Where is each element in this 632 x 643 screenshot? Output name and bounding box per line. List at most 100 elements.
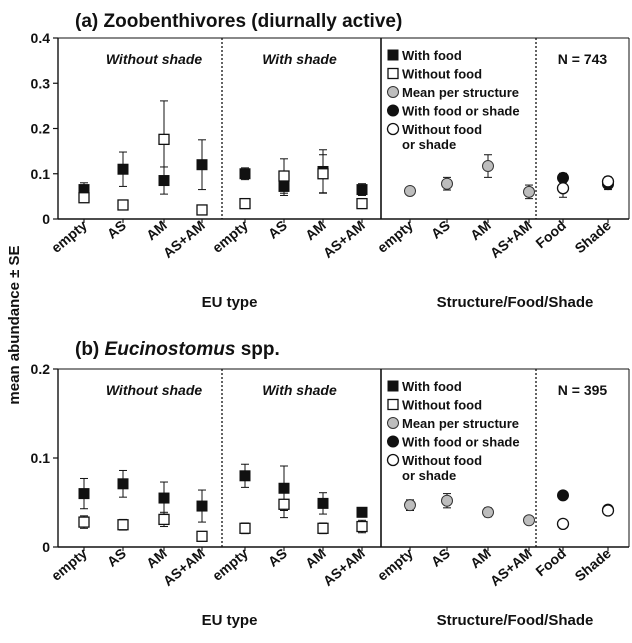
data-point [78, 488, 90, 500]
x-tick-label: AS+AM [320, 545, 368, 589]
legend-label: or shade [402, 137, 456, 152]
title-main: Zoobenthivores (diurnally active) [104, 11, 403, 32]
data-point [117, 199, 129, 211]
data-point [356, 197, 368, 210]
x-axis-label: Structure/Food/Shade [437, 612, 594, 629]
legend-marker [386, 122, 400, 136]
data-point [317, 497, 329, 509]
chart-title: (b) Eucinostomus spp. [75, 339, 280, 360]
x-tick-label: AS [104, 545, 129, 570]
legend-label: With food or shade [402, 435, 520, 450]
x-tick-label: AS [428, 545, 453, 570]
x-tick-label: AS+AM [487, 545, 535, 589]
title-prefix: (b) [75, 339, 105, 360]
x-tick-label: AS [428, 217, 453, 242]
x-tick-label: AS+AM [160, 217, 208, 261]
data-point [158, 513, 170, 526]
data-point [158, 133, 170, 146]
n-label: N = 743 [558, 51, 608, 67]
data-point [404, 499, 416, 512]
y-tick-label: 0.2 [31, 121, 51, 137]
x-tick-label: empty [374, 545, 416, 584]
data-point [482, 160, 494, 173]
x-axis-label: EU type [202, 612, 258, 629]
x-tick-label: AM [143, 217, 170, 243]
legend-marker [387, 86, 399, 98]
data-point [523, 185, 535, 198]
legend-label: or shade [402, 468, 456, 483]
x-axis-label: Structure/Food/Shade [437, 294, 594, 311]
legend-marker [386, 453, 400, 467]
x-tick-label: AM [143, 545, 170, 571]
data-point [239, 522, 251, 534]
legend-marker [387, 380, 399, 392]
legend-label: With food [402, 379, 462, 394]
x-tick-label: Shade [571, 545, 614, 584]
x-tick-label: empty [209, 217, 251, 256]
x-tick-label: empty [209, 545, 251, 584]
legend: With food Without food Mean per structure W… [386, 379, 520, 483]
legend: With food Without food Mean per structure W… [386, 48, 520, 152]
data-point [278, 170, 290, 182]
x-tick-label: empty [48, 217, 90, 256]
x-tick-label: AS+AM [160, 545, 208, 589]
data-point [356, 184, 368, 196]
data-point [556, 182, 570, 195]
x-tick-label: AS+AM [320, 217, 368, 261]
x-tick-label: Shade [571, 217, 614, 256]
legend-marker [387, 398, 399, 411]
data-point [117, 519, 129, 531]
data-point [196, 159, 208, 171]
section-label: With shade [262, 51, 337, 67]
legend-label: With food or shade [402, 104, 520, 119]
data-point [523, 514, 535, 527]
chart-title: (a) Zoobenthivores (diurnally active) [75, 11, 402, 32]
data-point [482, 506, 494, 519]
x-tick-label: empty [374, 217, 416, 256]
data-point [239, 470, 251, 482]
legend-label: Without food [402, 122, 482, 137]
title-suffix: spp. [235, 339, 279, 360]
y-tick-label: 0.2 [31, 361, 51, 377]
data-point [404, 184, 416, 197]
y-tick-label: 0 [42, 211, 50, 227]
x-tick-label: AS+AM [487, 217, 535, 261]
data-point [78, 516, 90, 528]
legend-marker [387, 49, 399, 61]
data-point [196, 530, 208, 542]
y-axis-label: mean abundance ± SE [6, 245, 23, 404]
data-point [117, 163, 129, 175]
data-point [601, 504, 615, 517]
data-point [356, 520, 368, 533]
legend-label: Without food [402, 67, 482, 82]
data-point [556, 517, 570, 531]
x-tick-label: AS [265, 545, 290, 570]
data-point [196, 204, 208, 216]
data-point [278, 498, 290, 510]
data-point [158, 492, 170, 504]
data-point [317, 522, 329, 534]
data-point [78, 192, 90, 204]
data-point [356, 506, 368, 518]
y-tick-label: 0.1 [31, 166, 51, 182]
legend-marker [387, 417, 399, 429]
x-tick-label: AM [467, 217, 494, 243]
section-label: Without shade [106, 51, 203, 67]
legend-label: Mean per structure [402, 416, 519, 431]
y-tick-label: 0.3 [31, 75, 51, 91]
x-tick-label: AS [104, 217, 129, 242]
data-point [317, 168, 329, 180]
x-tick-label: AM [302, 545, 329, 571]
y-tick-label: 0.4 [31, 30, 51, 46]
y-tick-label: 0.1 [31, 450, 51, 466]
data-point [557, 489, 569, 502]
x-tick-label: AM [467, 545, 494, 571]
data-point [441, 177, 453, 190]
legend-label: Without food [402, 453, 482, 468]
x-axis-label: EU type [202, 294, 258, 311]
data-point [239, 168, 251, 180]
data-point [117, 478, 129, 490]
